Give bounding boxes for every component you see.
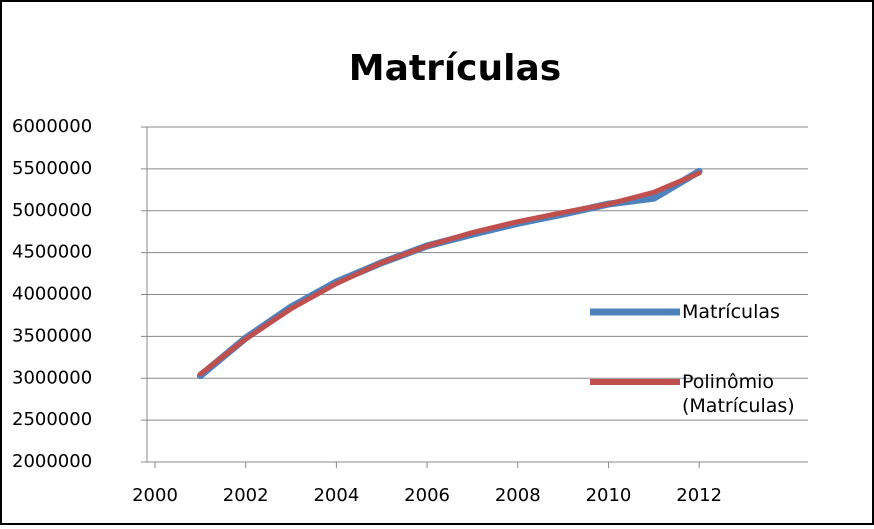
x-tick-label: 2008 [495, 485, 541, 506]
y-tick-label: 3500000 [12, 325, 92, 346]
y-tick-label: 2000000 [12, 451, 92, 472]
x-tick-label: 2000 [132, 485, 178, 506]
x-tick-label: 2002 [223, 485, 269, 506]
legend-label: Matrículas [682, 301, 780, 323]
y-tick-label: 3000000 [12, 367, 92, 388]
chart-title: Matrículas [349, 48, 561, 89]
x-tick-label: 2004 [313, 485, 359, 506]
y-tick-label: 4500000 [12, 242, 92, 263]
legend-label: Polinômio (Matrículas) [682, 371, 795, 417]
y-tick-label: 4000000 [12, 284, 92, 305]
x-tick-label: 2006 [404, 485, 450, 506]
y-tick-label: 5000000 [12, 200, 92, 221]
y-tick-label: 5500000 [12, 158, 92, 179]
y-tick-label: 2500000 [12, 409, 92, 430]
x-tick-label: 2012 [676, 485, 722, 506]
x-tick-label: 2010 [586, 485, 632, 506]
y-tick-label: 6000000 [12, 116, 92, 137]
series-line [197, 170, 702, 377]
